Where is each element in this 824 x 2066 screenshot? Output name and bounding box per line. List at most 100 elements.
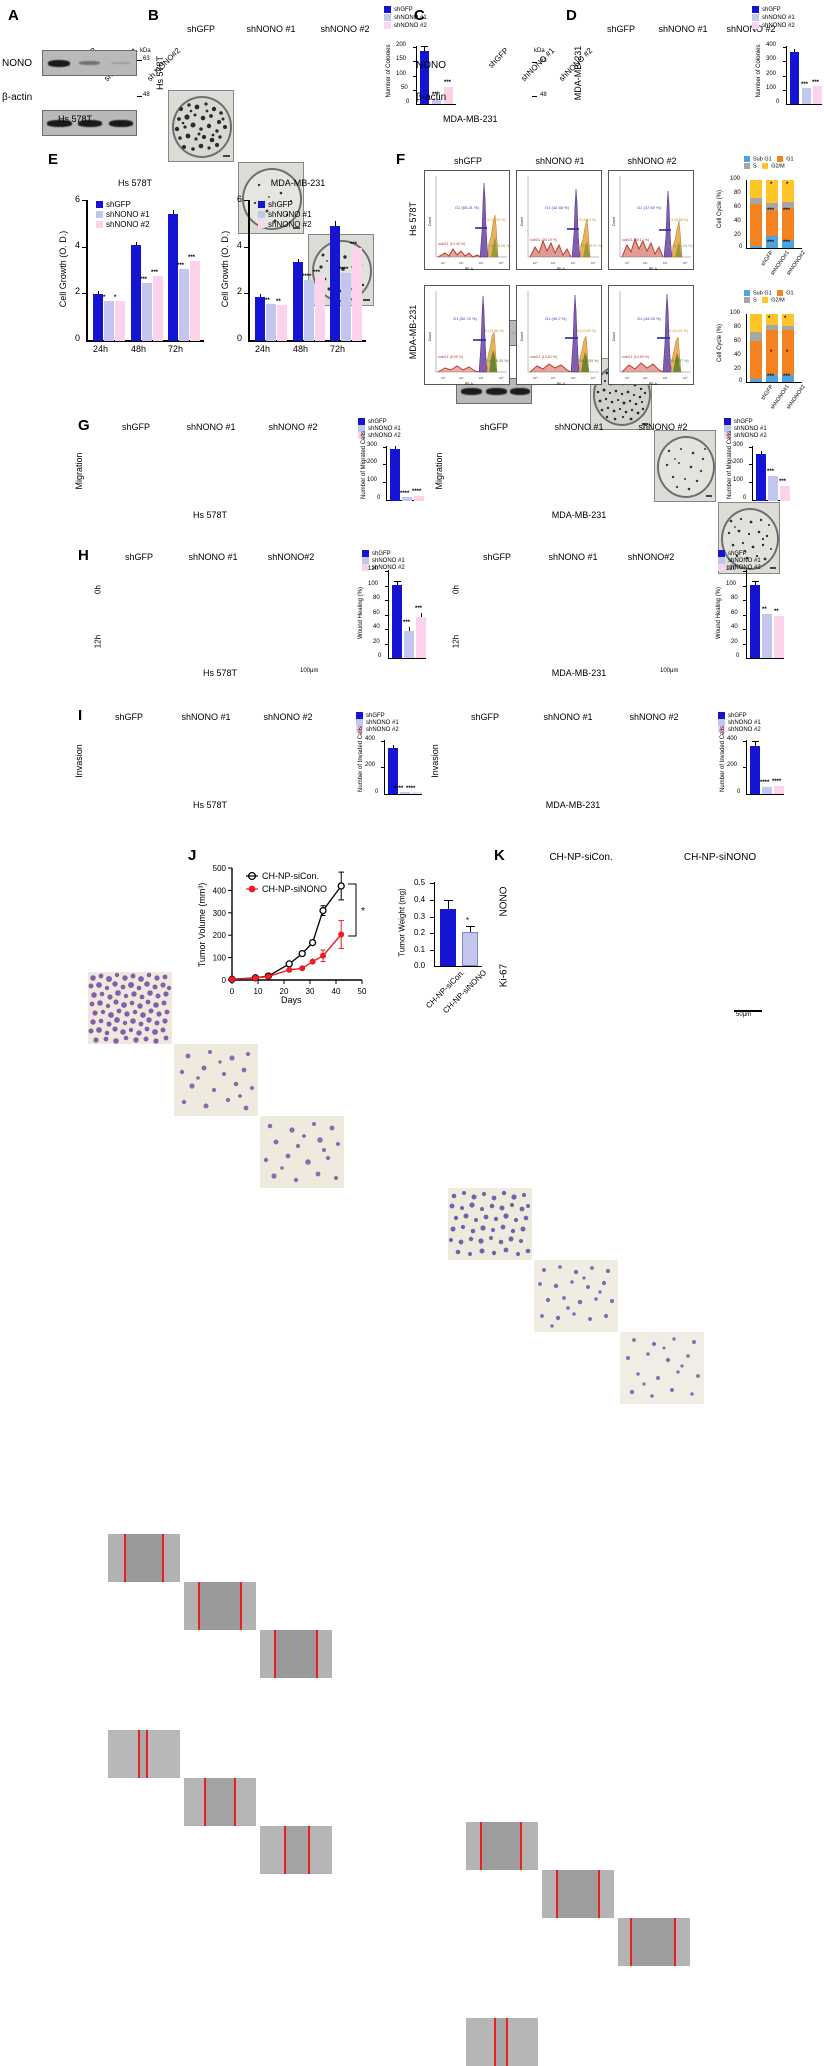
panelF-legend-subg1: Sub G1: [753, 156, 772, 163]
legend-swatch-shgfp: [96, 201, 103, 209]
panelG-r-image-shgfp: [448, 1188, 532, 1260]
panelF-c0-ytick-100: 100: [730, 176, 741, 182]
panel-letter-e: E: [48, 151, 59, 168]
panelH-l-ytick-20: 20: [373, 639, 380, 645]
panelG-l-sig-2: ****: [412, 489, 422, 495]
panelF-col-label-0: shGFP: [453, 156, 482, 166]
svg-text:Count: Count: [428, 217, 432, 226]
panelC-mw-tick-63: [532, 62, 537, 63]
panelF-c0-stack-shgfp: [750, 180, 762, 248]
panelI-l-legend-2: shNONO #2: [366, 727, 399, 734]
panelF1-legend-g2m: G2/M: [771, 297, 785, 304]
svg-text:*: *: [361, 906, 365, 917]
svg-text:Count: Count: [612, 332, 616, 341]
panelK-scalebar-line: [734, 1010, 762, 1012]
panelI-l-bar-shgfp: [388, 748, 398, 794]
legend-swatch-g1: [777, 290, 784, 296]
svg-text:G2-M (25.58 %): G2-M (25.58 %): [485, 244, 511, 248]
panelE-hs-sig-48h-1: ***: [140, 277, 148, 283]
legend-swatch-shgfp: [718, 550, 725, 557]
panelE-mda-sig-24h-2: **: [276, 299, 281, 305]
panelF-c1-ytick-0: 0: [739, 378, 743, 384]
panelI-l-bar-chart: Number of Invaded Cells 400 200 0 **** *…: [348, 726, 426, 804]
panelI-r-bar-chart: Number of Invaded Cells 400 200 0 **** *…: [710, 726, 788, 804]
panelH-r-0h-shnono2: [618, 1918, 690, 1966]
panelH-r-sig-1: **: [762, 607, 767, 613]
panelF-c0-ytick-80: 80: [734, 190, 741, 196]
svg-text:10⁵: 10⁵: [499, 261, 504, 265]
panelI-l-col-1: shNONO #1: [181, 712, 231, 722]
svg-text:10²: 10²: [643, 376, 647, 380]
panelF-legend-g1: G1: [786, 156, 794, 163]
svg-text:100: 100: [213, 954, 227, 963]
legend-swatch-shgfp: [258, 201, 265, 209]
legend-swatch-shnono2: [362, 564, 369, 572]
svg-text:10³: 10³: [571, 376, 575, 380]
panelG-l-ytick-100: 100: [367, 477, 378, 483]
panelG-r-legend-0: shGFP: [734, 419, 753, 426]
panelC-row-label-actin: β-actin: [416, 92, 447, 103]
panelH-l-scalebar: 100μm: [300, 668, 319, 674]
panelI-r-bar-shnono1: [762, 787, 772, 794]
panelJ-line-chart: Tumor Volume (mm³) 500 400 300 200 100 0 0 10…: [196, 858, 384, 1033]
svg-text:subG1 (14.50 %): subG1 (14.50 %): [622, 355, 649, 359]
panelH-l-ytick-0: 0: [378, 653, 382, 659]
legend-swatch-shnono2: [718, 564, 725, 572]
panelD-sig-shnono1: ***: [801, 82, 809, 88]
panelI-l-ytick-0: 0: [375, 789, 379, 795]
panelJ-bar-sinono: [462, 932, 478, 966]
panelF1-legend-g1: G1: [786, 290, 794, 297]
panelI-r-col-1: shNONO #1: [543, 712, 593, 722]
panelE-chart1-legend: shGFP shNONO #1 shNONO #2: [258, 200, 338, 229]
svg-text:G1 (49.2 %): G1 (49.2 %): [545, 316, 567, 321]
panelH-r-bar-chart: Wound Healing (%) 120 100 80 60 40 20 0 …: [710, 566, 790, 670]
svg-text:10: 10: [254, 987, 263, 996]
svg-text:10²: 10²: [459, 376, 463, 380]
panelH-l-legend-2: shNONO #2: [372, 565, 405, 572]
panelG-l-legend: shGFP shNONO #1 shNONO #2: [358, 418, 430, 440]
svg-text:10³: 10³: [479, 376, 483, 380]
panelF-stacked-chart-mdamb231: Cell Cycle (%) 100 80 60 40 20 0 *** ***…: [712, 310, 824, 411]
panelF-c0-stack-shnono1: [766, 180, 778, 248]
svg-text:PE-A: PE-A: [557, 267, 566, 271]
panelE-mda-sig-24h-1: **: [265, 298, 270, 304]
panelF-c1-stack-shnono2: [782, 314, 794, 382]
panelH-r-row-12h: 12h: [451, 634, 461, 649]
panel-letter-h: H: [78, 547, 89, 564]
panelD-legend-1: shNONO #1: [762, 15, 795, 22]
svg-text:G1 (44.93 %): G1 (44.93 %): [637, 316, 661, 321]
panelH-l-12h-shgfp: [108, 1730, 180, 1778]
panelA-cellline: Hs 578T: [58, 114, 93, 124]
panelE1-legend-2: shNONO #2: [268, 220, 312, 229]
panelG-l-image-shnono2: [260, 1116, 344, 1188]
panelD-colony-image-1: [654, 430, 716, 502]
panelE-hs-bar-24h-shnono1: [104, 301, 114, 341]
svg-text:10²: 10²: [459, 261, 463, 265]
panelD-sig-shnono2: ***: [812, 80, 820, 86]
panelH-l-sig-2: ***: [415, 606, 423, 612]
panelD-col-label-2: shNONO #2: [726, 24, 776, 34]
panelI-l-sig-1: ****: [394, 786, 404, 792]
svg-text:10⁵: 10⁵: [591, 376, 596, 380]
panelF-c0-sig-1b: ***: [767, 208, 775, 214]
panelH-l-bar-shnono1: [404, 631, 414, 658]
panelI-l-legend: shGFP shNONO #1 shNONO #2: [356, 712, 428, 734]
legend-swatch-shgfp: [362, 550, 369, 557]
panelI-l-legend-1: shNONO #1: [366, 720, 399, 727]
svg-text:subG1 (8.09 %): subG1 (8.09 %): [438, 355, 463, 359]
panelG-r-col-2: shNONO #2: [638, 422, 688, 432]
panelI-l-ytick-200: 200: [365, 762, 376, 768]
panelF-c0-ytick-40: 40: [734, 218, 741, 224]
svg-text:G2-M (19.35 %): G2-M (19.35 %): [483, 359, 509, 363]
panelG-l-ylabel: Number of Migrated Cells: [361, 430, 367, 499]
panelG-l-sig-1: ****: [400, 491, 410, 497]
svg-text:G1 (42.58 %): G1 (42.58 %): [545, 205, 569, 210]
panelH-r-ytick-20: 20: [731, 639, 738, 645]
svg-text:PE-A: PE-A: [465, 267, 474, 271]
panelE-mda-bar-48h-shnono2: [315, 276, 325, 341]
panelE-hs-bar-72h-shgfp: [168, 214, 178, 341]
panelI-l-row-label: Invasion: [74, 744, 84, 778]
panelE-chart1-ytick-4: 4: [237, 240, 243, 250]
panelI-r-ytick-200: 200: [727, 762, 738, 768]
panelJ-bar-ytick-04: 0.4: [414, 895, 426, 904]
